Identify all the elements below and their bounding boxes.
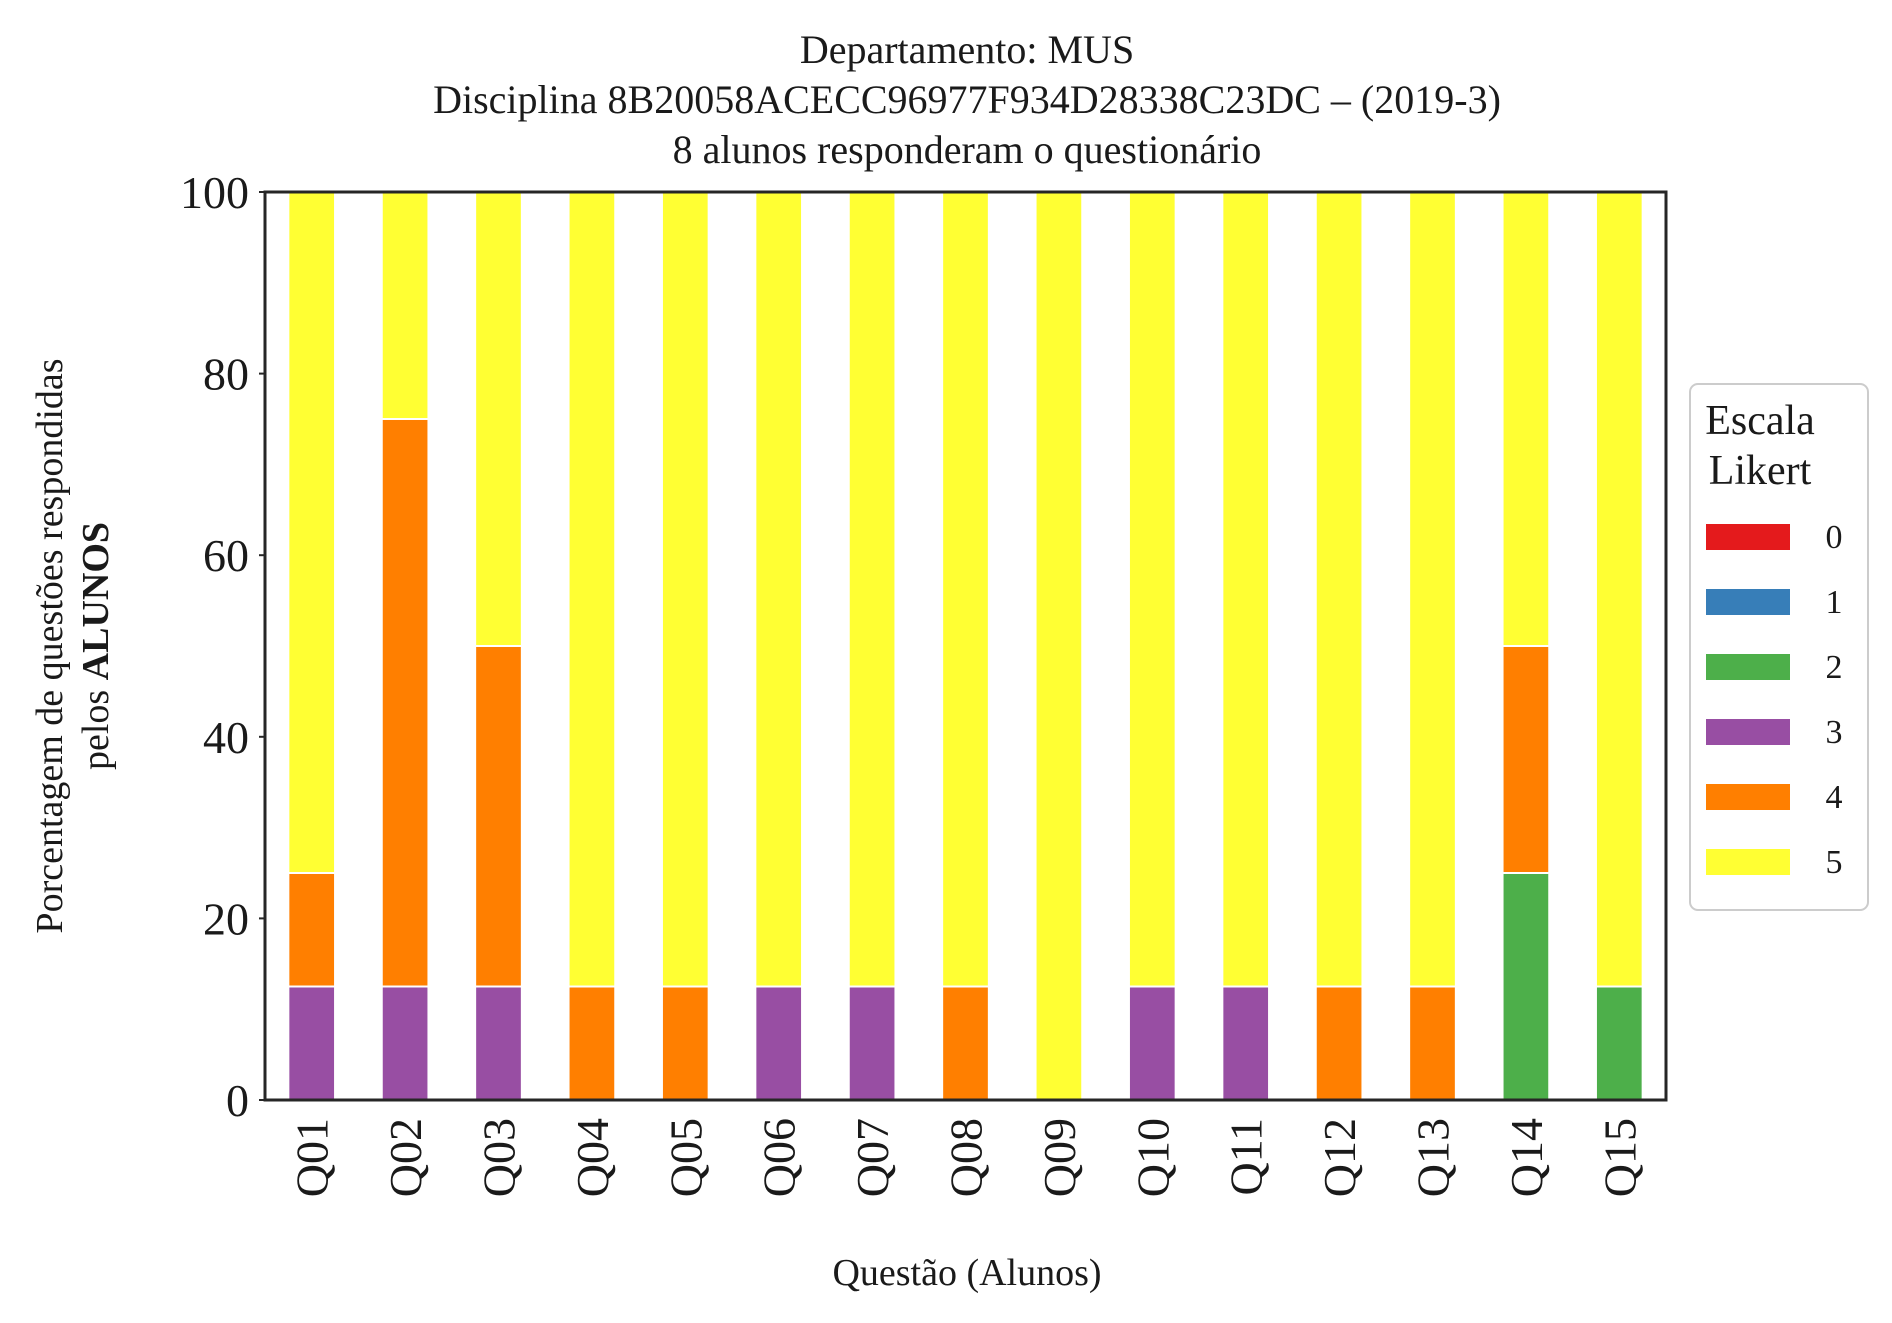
legend-label-0: 0 — [1826, 519, 1843, 556]
x-tick-label-q07: Q07 — [847, 1118, 898, 1197]
bar-q14-likert-5 — [1501, 191, 1551, 647]
legend-label-5: 5 — [1826, 844, 1843, 881]
x-tick-label-q15: Q15 — [1594, 1118, 1645, 1197]
x-tick-label-q08: Q08 — [941, 1118, 992, 1197]
y-tick-label-20: 20 — [203, 893, 249, 944]
legend-box — [1689, 383, 1869, 911]
bar-q06-likert-5 — [754, 191, 804, 988]
y-axis: 0 20 40 60 80 100 — [180, 167, 265, 1126]
bars-group — [287, 191, 1644, 1101]
bar-q02-likert-5 — [380, 191, 430, 420]
bar-q10-likert-5 — [1127, 191, 1177, 988]
bar-q08-likert-5 — [941, 191, 990, 988]
y-tick-label-40: 40 — [203, 712, 249, 763]
chart-title: Departamento: MUS Disciplina 8B20058ACEC… — [433, 27, 1501, 172]
legend-items: 0 1 2 3 4 5 — [1706, 519, 1843, 881]
bar-q14-likert-2 — [1501, 872, 1551, 1101]
y-tick-label-0: 0 — [226, 1075, 249, 1126]
x-tick-label-q06: Q06 — [754, 1118, 805, 1197]
bar-q03-likert-4 — [474, 645, 523, 988]
bar-q15-likert-5 — [1594, 191, 1644, 988]
x-axis: Q01 Q02 Q03 Q04 Q05 Q06 Q07 Q08 Q09 Q10 Q11 Q12 Q13 Q… — [287, 1118, 1646, 1197]
bar-q01-likert-5 — [287, 191, 337, 874]
bar-q12-likert-4 — [1314, 985, 1364, 1101]
legend-label-2: 2 — [1826, 649, 1843, 686]
bar-q01-likert-4 — [287, 872, 337, 988]
title-line-2: Disciplina 8B20058ACECC96977F934D28338C2… — [433, 77, 1501, 122]
x-tick-label-q12: Q12 — [1314, 1118, 1365, 1197]
title-line-3: 8 alunos responderam o questionário — [673, 127, 1262, 172]
bar-q08-likert-4 — [941, 985, 990, 1101]
x-axis-label: Questão (Alunos) — [832, 1252, 1101, 1294]
y-axis-label: Porcentagem de questões respondidas pelo… — [29, 358, 117, 933]
bar-q07-likert-3 — [847, 985, 897, 1101]
y-axis-label-prefix: pelos — [75, 690, 117, 770]
y-tick-label-80: 80 — [203, 349, 249, 400]
bar-q11-likert-5 — [1221, 191, 1271, 988]
x-tick-label-q01: Q01 — [287, 1118, 338, 1197]
legend-swatch-2 — [1706, 654, 1790, 680]
legend-swatch-5 — [1706, 849, 1790, 875]
plot-frame — [263, 190, 1668, 1102]
bar-q15-likert-2 — [1594, 985, 1644, 1101]
bar-q07-likert-5 — [847, 191, 897, 988]
bar-q04-likert-4 — [567, 985, 617, 1101]
x-tick-label-q11: Q11 — [1221, 1118, 1272, 1196]
x-tick-label-q03: Q03 — [474, 1118, 525, 1197]
legend-swatch-0 — [1706, 524, 1790, 550]
x-tick-label-q10: Q10 — [1127, 1118, 1178, 1197]
x-tick-label-q04: Q04 — [567, 1118, 618, 1197]
y-tick-label-60: 60 — [203, 530, 249, 581]
legend-swatch-1 — [1706, 589, 1790, 615]
bar-q05-likert-4 — [660, 985, 710, 1101]
y-axis-label-line-1: Porcentagem de questões respondidas — [29, 358, 71, 933]
legend-label-3: 3 — [1826, 714, 1843, 751]
bar-q02-likert-4 — [380, 418, 430, 988]
bar-q04-likert-5 — [567, 191, 617, 988]
bar-q03-likert-5 — [474, 191, 523, 647]
x-tick-label-q02: Q02 — [380, 1118, 431, 1197]
legend-swatch-3 — [1706, 719, 1790, 745]
bar-q14-likert-4 — [1501, 645, 1551, 874]
legend-label-4: 4 — [1826, 779, 1843, 816]
y-axis-label-bold: ALUNOS — [75, 522, 117, 680]
bar-q12-likert-5 — [1314, 191, 1364, 988]
bar-q09-likert-5 — [1034, 191, 1084, 1101]
x-tick-label-q14: Q14 — [1501, 1118, 1552, 1197]
y-axis-label-line-2: pelos ALUNOS — [75, 522, 117, 770]
title-line-1: Departamento: MUS — [800, 27, 1134, 72]
bar-q10-likert-3 — [1127, 985, 1177, 1101]
bar-q03-likert-3 — [474, 985, 523, 1101]
y-tick-label-100: 100 — [180, 167, 249, 218]
legend-swatch-4 — [1706, 784, 1790, 810]
x-tick-label-q05: Q05 — [660, 1118, 711, 1197]
legend-label-1: 1 — [1826, 584, 1843, 621]
legend: Escala Likert 0 1 2 3 4 5 — [1689, 383, 1869, 911]
bar-q13-likert-5 — [1408, 191, 1457, 988]
bar-q05-likert-5 — [660, 191, 710, 988]
bar-q06-likert-3 — [754, 985, 804, 1101]
x-tick-label-q13: Q13 — [1408, 1118, 1459, 1197]
legend-title-line-2: Likert — [1709, 448, 1812, 494]
legend-title-line-1: Escala — [1705, 398, 1815, 444]
bar-q01-likert-3 — [287, 985, 337, 1101]
x-tick-label-q09: Q09 — [1034, 1118, 1085, 1197]
bar-q13-likert-4 — [1408, 985, 1457, 1101]
bar-q02-likert-3 — [380, 985, 430, 1101]
bar-q11-likert-3 — [1221, 985, 1271, 1101]
